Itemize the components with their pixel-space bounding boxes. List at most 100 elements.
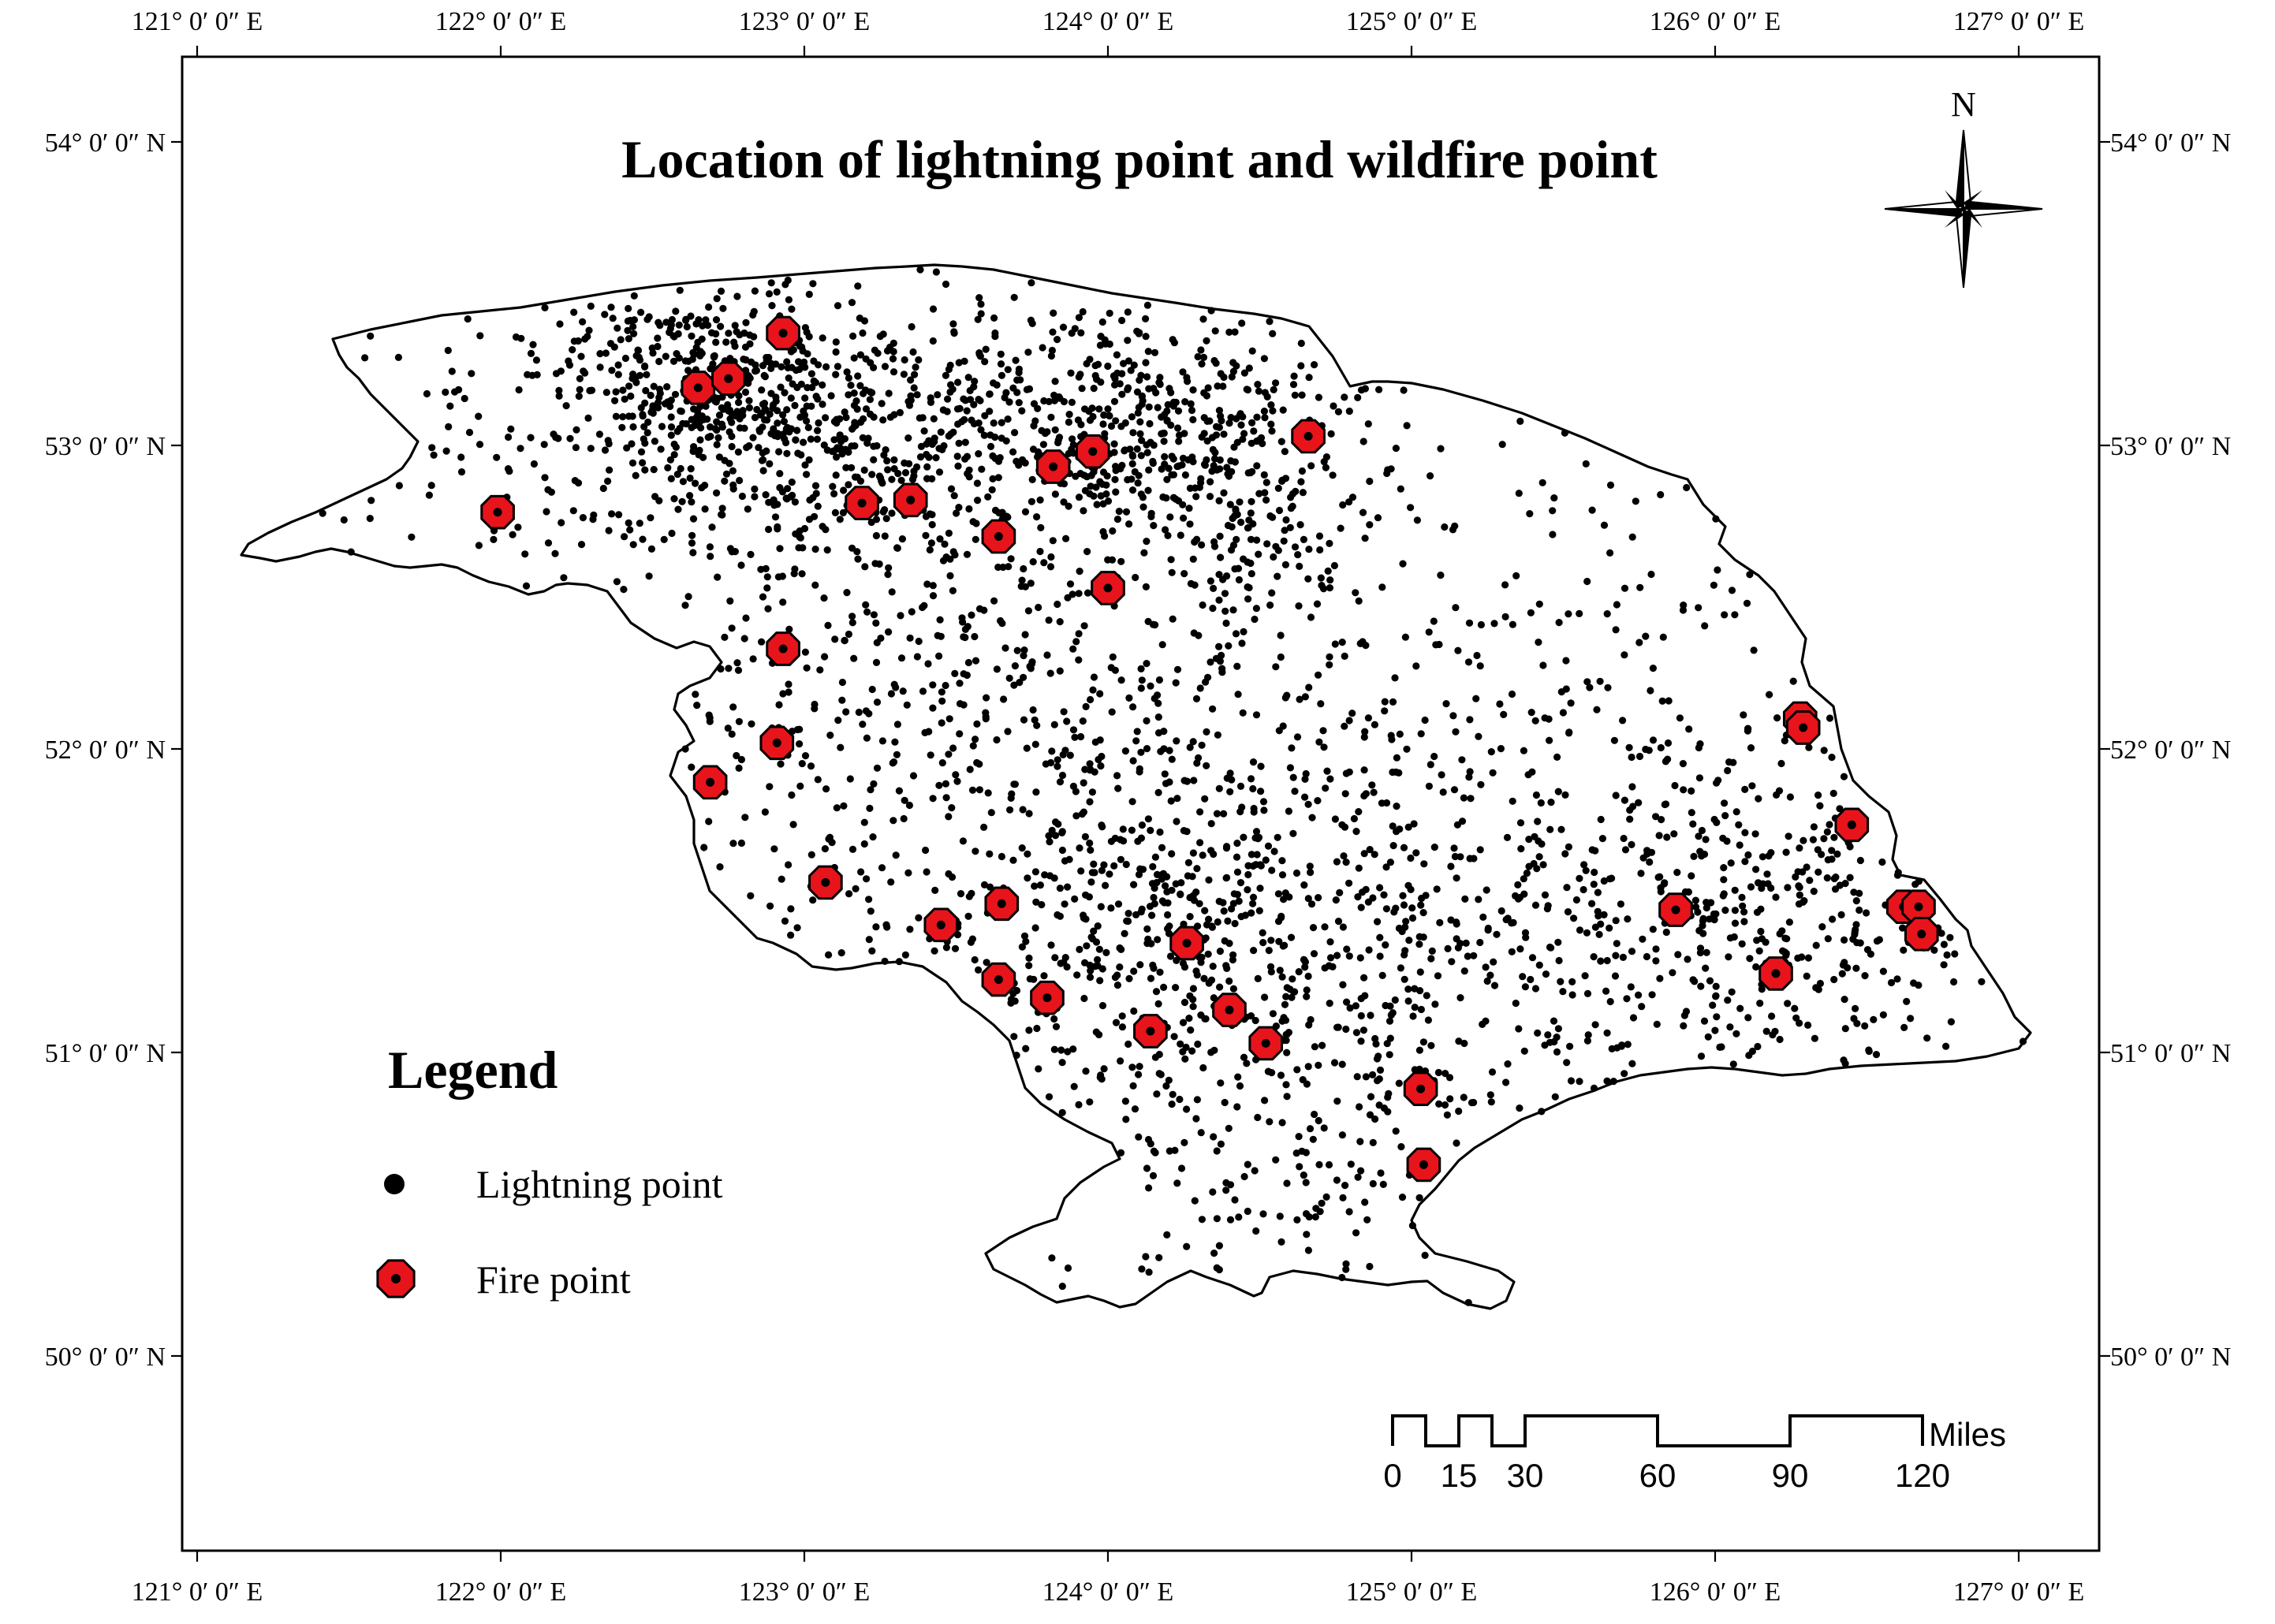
lightning-point <box>645 572 653 580</box>
lightning-point <box>906 926 914 933</box>
lightning-point <box>870 456 878 464</box>
lightning-point <box>734 666 743 674</box>
lightning-point <box>1274 833 1281 841</box>
lightning-point <box>1219 382 1227 390</box>
lightning-point <box>1464 952 1471 960</box>
lightning-point <box>672 443 681 451</box>
lightning-point <box>579 318 587 326</box>
lightning-point <box>1266 318 1274 326</box>
lightning-point <box>1397 964 1404 972</box>
lightning-point <box>1352 828 1360 836</box>
lightning-point <box>951 669 959 678</box>
lightning-point <box>1778 927 1786 935</box>
lightning-point <box>1225 328 1233 336</box>
lightning-point <box>670 451 678 459</box>
lightning-point <box>1695 604 1703 612</box>
lightning-point <box>560 574 568 582</box>
fire-point <box>984 886 1020 922</box>
lightning-point <box>1339 501 1347 509</box>
lightning-point <box>1227 457 1235 465</box>
lightning-point <box>1192 888 1200 896</box>
lightning-point <box>1029 558 1037 566</box>
lightning-point <box>897 612 904 620</box>
lightning-point <box>1326 576 1334 584</box>
lightning-point <box>1381 707 1389 715</box>
lightning-point <box>1254 974 1262 982</box>
lightning-point <box>972 847 979 855</box>
lightning-point <box>741 388 750 397</box>
lightning-point <box>1699 917 1706 925</box>
lightning-point <box>1317 700 1325 708</box>
lightning-point <box>1174 407 1183 415</box>
lightning-point <box>1240 833 1248 841</box>
lightning-point <box>845 391 852 399</box>
lightning-point <box>1818 851 1826 859</box>
lightning-point <box>1056 885 1064 892</box>
lightning-point <box>1018 844 1026 852</box>
lightning-point <box>783 449 791 457</box>
lightning-point <box>793 725 802 734</box>
lightning-point <box>787 931 795 939</box>
lightning-point <box>977 426 985 434</box>
lightning-point <box>736 476 744 485</box>
lightning-point <box>845 374 852 382</box>
scale-tick-label: 120 <box>1895 1457 1950 1494</box>
lightning-point <box>798 760 806 768</box>
lightning-point <box>1437 572 1445 579</box>
lightning-point <box>1214 918 1221 926</box>
lightning-point <box>1231 328 1239 336</box>
legend-lightning-label: Lightning point <box>476 1162 723 1206</box>
lightning-point <box>476 441 484 449</box>
lightning-point <box>605 440 613 448</box>
lightning-point <box>1206 493 1214 501</box>
lightning-point <box>1233 535 1240 544</box>
lightning-point <box>908 475 917 483</box>
lightning-point <box>1828 754 1836 762</box>
lightning-point <box>1106 412 1113 420</box>
lightning-point <box>927 394 934 402</box>
lightning-point <box>799 544 807 552</box>
lightning-point <box>647 391 655 400</box>
lightning-point <box>1213 1215 1221 1223</box>
lightning-point <box>1222 1186 1230 1194</box>
lightning-point <box>1215 596 1223 604</box>
lightning-point <box>785 428 793 436</box>
lightning-point <box>1207 307 1215 315</box>
lightning-point <box>1516 1104 1524 1112</box>
lightning-point <box>910 384 918 392</box>
lightning-point <box>1596 677 1604 685</box>
lightning-point <box>1626 806 1634 814</box>
lightning-point <box>1526 510 1534 518</box>
lightning-point <box>1456 994 1464 1002</box>
lightning-point <box>884 571 892 579</box>
lightning-point <box>801 461 809 469</box>
lightning-point <box>1763 870 1771 878</box>
lightning-point <box>1158 465 1165 473</box>
lightning-point <box>1186 913 1194 921</box>
lightning-point <box>801 324 809 332</box>
lightning-point <box>1785 832 1792 840</box>
lightning-point <box>909 348 917 356</box>
lightning-point <box>394 353 402 361</box>
lightning-point <box>1841 936 1848 944</box>
lightning-point <box>670 333 678 341</box>
lightning-point <box>807 851 815 859</box>
lightning-point <box>1803 863 1811 871</box>
lightning-point <box>1077 329 1085 337</box>
lightning-point <box>1144 486 1152 494</box>
lightning-point <box>730 338 738 346</box>
lightning-point <box>1222 1179 1230 1186</box>
lightning-point <box>1600 877 1608 885</box>
lightning-point <box>1311 1110 1318 1119</box>
lightning-point <box>761 415 769 424</box>
lightning-point <box>1628 840 1635 848</box>
lightning-point <box>1307 869 1315 877</box>
lightning-point <box>731 322 739 330</box>
lightning-point <box>1248 909 1255 917</box>
lightning-point <box>1326 653 1333 661</box>
lightning-point <box>1052 1022 1061 1030</box>
lightning-point <box>1338 639 1346 646</box>
lightning-point <box>667 475 675 482</box>
lightning-point <box>997 360 1005 368</box>
lightning-point <box>1282 1081 1290 1089</box>
